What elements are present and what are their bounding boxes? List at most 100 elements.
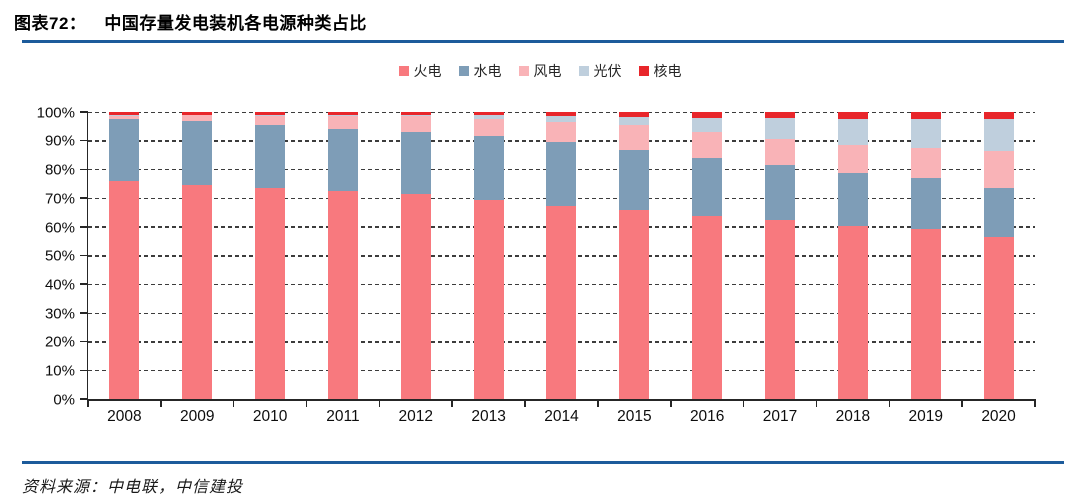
x-axis-tick (524, 399, 526, 407)
legend-swatch-icon (398, 66, 409, 76)
bar-segment (765, 165, 796, 221)
y-axis-label: 80% (44, 161, 75, 179)
stacked-bar-2010 (255, 112, 286, 399)
bar-segment (255, 188, 286, 399)
bar-segment (546, 112, 577, 117)
figure-title: 中国存量发电装机各电源种类占比 (104, 14, 367, 33)
bar-segment (109, 112, 140, 116)
y-axis-tick (80, 283, 88, 285)
legend-item: 水电 (458, 61, 502, 81)
bar-segment (473, 136, 504, 201)
x-axis-tick (232, 399, 235, 407)
bar-column-2018: 2018 (816, 112, 889, 425)
legend-item: 核电 (638, 61, 682, 81)
bar-segment (182, 112, 213, 116)
figure-title-row: 图表72： 中国存量发电装机各电源种类占比 (14, 9, 367, 34)
x-axis-tick (1034, 399, 1036, 407)
legend-label: 光伏 (593, 63, 622, 79)
bar-segment (983, 188, 1014, 237)
bar-column-2012: 2012 (379, 112, 452, 425)
y-axis-label: 40% (44, 276, 75, 294)
bar-segment (619, 116, 650, 125)
x-axis-label: 2014 (544, 408, 579, 425)
legend-item: 火电 (398, 61, 442, 81)
bar-column-2008: 2008 (88, 112, 161, 425)
y-axis-label: 20% (44, 333, 75, 351)
x-axis-label: 2008 (107, 408, 142, 425)
bar-segment (619, 149, 650, 210)
y-axis-tick (80, 312, 88, 314)
bar-segment (765, 138, 796, 166)
stacked-bar-2015 (619, 112, 650, 399)
y-axis-line (86, 112, 88, 401)
y-axis-tick (80, 197, 88, 199)
y-axis-label: 90% (44, 132, 75, 150)
x-axis-label: 2013 (471, 408, 506, 425)
bar-segment (910, 229, 941, 399)
bar-segment (837, 118, 868, 146)
bar-segment (983, 112, 1014, 119)
stacked-bar-2014 (546, 112, 577, 399)
bar-segment (473, 112, 504, 116)
bar-column-2015: 2015 (598, 112, 671, 425)
y-axis-label: 30% (44, 305, 75, 323)
bar-segment (182, 121, 213, 185)
x-axis-label: 2017 (762, 408, 798, 425)
bar-segment (765, 112, 796, 118)
bar-segment (255, 112, 286, 116)
stacked-bar-2012 (400, 112, 431, 399)
x-axis-label: 2009 (180, 408, 215, 425)
legend-swatch-icon (578, 66, 589, 76)
bar-segment (400, 193, 431, 399)
bar-segment (765, 220, 796, 399)
legend-item: 风电 (518, 61, 562, 81)
x-axis-tick (378, 399, 381, 407)
y-axis-tick (80, 340, 88, 343)
source-text: 资料来源：中电联，中信建投 (22, 479, 244, 496)
x-axis-label: 2020 (981, 408, 1016, 425)
bar-segment (692, 112, 723, 119)
bar-segment (473, 115, 504, 120)
x-axis-tick (160, 399, 162, 407)
y-axis-tick (80, 226, 88, 228)
bar-segment (765, 117, 796, 139)
footer-divider-rule (22, 461, 1064, 464)
stacked-bar-2013 (473, 112, 504, 399)
bar-segment (327, 116, 358, 129)
bar-segment (327, 112, 358, 116)
bar-segment (983, 236, 1014, 399)
legend-label: 风电 (533, 63, 562, 79)
bar-segment (692, 118, 723, 132)
bar-column-2011: 2011 (307, 112, 380, 425)
bar-column-2009: 2009 (161, 112, 234, 425)
x-axis-tick (451, 399, 453, 407)
x-axis-label: 2011 (326, 408, 360, 425)
stacked-bar-chart-plot-area: 0% 10% 20% 30% 40% 50% 60% 70% 80% 90% 100% 2008 200… (37, 104, 1036, 425)
bar-segment (983, 118, 1014, 152)
stacked-bar-2018 (837, 112, 868, 399)
bar-segment (327, 128, 358, 192)
x-axis-label: 2010 (252, 408, 288, 425)
x-axis-tick (961, 399, 963, 407)
bar-segment (255, 115, 286, 125)
x-axis-tick (888, 399, 891, 407)
y-axis-label: 50% (44, 247, 75, 265)
x-axis-tick (742, 399, 745, 407)
y-axis-label: 10% (44, 362, 75, 380)
x-axis-label: 2015 (617, 408, 652, 425)
legend-swatch-icon (638, 66, 649, 76)
x-axis-tick (597, 399, 599, 407)
y-axis-tick (80, 254, 88, 257)
bar-segment (619, 124, 650, 150)
stacked-bar-2008 (109, 112, 140, 399)
stacked-bar-2016 (692, 112, 723, 399)
bar-segment (619, 112, 650, 117)
stacked-bar-2019 (910, 112, 941, 399)
bar-column-2020: 2020 (962, 112, 1035, 425)
bar-segment (837, 145, 868, 174)
x-axis-label: 2018 (835, 408, 871, 425)
bar-segment (546, 205, 577, 399)
x-axis-tick (815, 399, 818, 407)
x-axis-label: 2019 (908, 408, 943, 425)
bar-segment (910, 119, 941, 149)
